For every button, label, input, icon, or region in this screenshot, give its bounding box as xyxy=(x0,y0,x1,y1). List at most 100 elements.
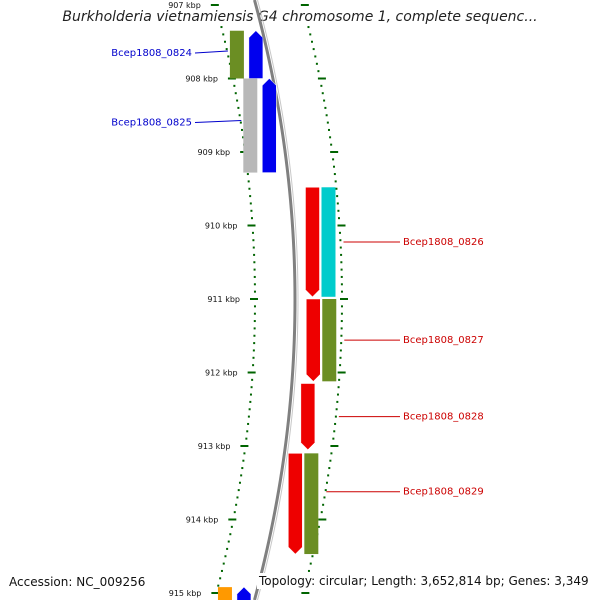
minor-tick-right xyxy=(323,496,326,499)
minor-tick-left xyxy=(251,378,254,381)
minor-tick-left xyxy=(253,312,256,315)
minor-tick-right xyxy=(339,356,342,359)
minor-tick-right xyxy=(327,128,330,131)
minor-tick-left xyxy=(249,400,252,403)
gene-arrow-Bcep1808_0826[interactable] xyxy=(305,187,320,298)
kbp-tick-label: 912 kbp xyxy=(205,369,238,378)
gene-label-Bcep1808_0827[interactable]: Bcep1808_0827 xyxy=(403,335,484,346)
cog-block-Bcep1808_0826[interactable] xyxy=(321,187,336,297)
minor-tick-right xyxy=(337,386,340,389)
minor-tick-right xyxy=(335,408,338,411)
major-tick-right xyxy=(317,77,326,80)
minor-tick-left xyxy=(240,128,243,131)
minor-tick-right xyxy=(340,305,343,308)
major-tick-left xyxy=(228,518,237,521)
minor-tick-right xyxy=(320,84,323,87)
major-tick-left xyxy=(247,224,256,227)
minor-tick-left xyxy=(225,48,228,51)
minor-tick-right xyxy=(309,562,312,565)
backbone-line-outer xyxy=(253,0,297,600)
minor-tick-left xyxy=(223,40,226,43)
minor-tick-right xyxy=(340,334,343,337)
gene-arrow-Bcep1808_0828[interactable] xyxy=(300,383,316,451)
minor-tick-left xyxy=(241,467,244,470)
minor-tick-right xyxy=(332,158,335,161)
minor-tick-right xyxy=(328,467,331,470)
minor-tick-left xyxy=(242,136,245,139)
minor-tick-right xyxy=(338,231,341,234)
gene-arrow-Bcep1808_0827[interactable] xyxy=(306,298,321,382)
major-tick-right xyxy=(301,592,310,594)
minor-tick-right xyxy=(323,99,326,102)
gene-labels[interactable]: Bcep1808_0824 Bcep1808_0825 Bcep1808_0826 B… xyxy=(111,48,484,498)
minor-tick-right xyxy=(307,26,310,29)
minor-tick-right xyxy=(335,187,338,190)
minor-tick-right xyxy=(339,364,342,367)
cog-block-Bcep1808_0825[interactable] xyxy=(243,78,258,173)
gene-arrow-unnamed[interactable] xyxy=(236,586,252,600)
minor-tick-left xyxy=(247,422,250,425)
major-tick-left xyxy=(247,371,256,374)
minor-tick-left xyxy=(253,275,256,278)
gene-label-Bcep1808_0828[interactable]: Bcep1808_0828 xyxy=(403,412,484,423)
minor-tick-right xyxy=(340,320,343,323)
minor-tick-left xyxy=(253,305,256,308)
minor-tick-left xyxy=(242,459,245,462)
major-tick-right xyxy=(300,4,309,6)
minor-tick-left xyxy=(228,62,231,65)
gene-label-Bcep1808_0829[interactable]: Bcep1808_0829 xyxy=(403,487,484,498)
minor-tick-right xyxy=(325,481,328,484)
cog-block-Bcep1808_0829[interactable] xyxy=(304,453,319,555)
cog-block-Bcep1808_0827[interactable] xyxy=(322,299,337,382)
kbp-tick-label: 914 kbp xyxy=(186,516,219,525)
minor-tick-right xyxy=(340,253,343,256)
topology-text: Topology: circular; Length: 3,652,814 bp… xyxy=(257,573,591,589)
minor-tick-right xyxy=(321,92,324,95)
minor-tick-right xyxy=(334,180,337,183)
gene-arrow-Bcep1808_0829[interactable] xyxy=(288,453,303,555)
minor-tick-left xyxy=(224,555,227,558)
minor-tick-right xyxy=(312,48,315,51)
gene-arrow-Bcep1808_0824[interactable] xyxy=(248,30,264,79)
minor-tick-right xyxy=(334,422,337,425)
minor-tick-left xyxy=(248,187,251,190)
minor-tick-left xyxy=(252,246,255,249)
minor-tick-right xyxy=(329,136,332,139)
backbone-line-inner xyxy=(257,0,299,600)
minor-tick-right xyxy=(315,62,318,65)
gene-features[interactable] xyxy=(217,30,337,600)
gene-label-Bcep1808_0826[interactable]: Bcep1808_0826 xyxy=(403,237,484,248)
minor-tick-right xyxy=(336,400,339,403)
kbp-tick-label: 915 kbp xyxy=(169,589,202,598)
minor-tick-left xyxy=(253,327,256,330)
map-title: Burkholderia vietnamiensis G4 chromosome… xyxy=(62,9,538,25)
kbp-tick-label: 913 kbp xyxy=(198,442,231,451)
kbp-tick-label: 909 kbp xyxy=(198,148,231,157)
minor-tick-right xyxy=(327,474,330,477)
minor-tick-right xyxy=(339,246,342,249)
minor-tick-left xyxy=(238,114,241,117)
minor-tick-right xyxy=(333,430,336,433)
minor-tick-right xyxy=(340,327,343,330)
major-tick-right xyxy=(330,151,339,153)
gene-arrow-Bcep1808_0825[interactable] xyxy=(262,78,277,173)
minor-tick-left xyxy=(222,562,225,565)
cog-block-unnamed[interactable] xyxy=(217,587,232,600)
minor-tick-left xyxy=(253,342,256,345)
minor-tick-right xyxy=(330,452,333,455)
minor-tick-left xyxy=(250,217,253,220)
minor-tick-left xyxy=(247,180,250,183)
minor-tick-left xyxy=(251,231,254,234)
minor-tick-left xyxy=(233,511,236,514)
gene-label-Bcep1808_0825[interactable]: Bcep1808_0825 xyxy=(111,118,192,129)
leader-line-Bcep1808_0825 xyxy=(194,120,242,124)
minor-tick-right xyxy=(340,268,343,271)
minor-tick-left xyxy=(253,320,256,323)
minor-tick-left xyxy=(217,584,220,587)
minor-tick-right xyxy=(336,195,339,198)
minor-tick-left xyxy=(246,430,249,433)
minor-tick-left xyxy=(245,437,248,440)
gene-label-Bcep1808_0824[interactable]: Bcep1808_0824 xyxy=(111,48,192,59)
cog-block-Bcep1808_0824[interactable] xyxy=(229,30,244,79)
